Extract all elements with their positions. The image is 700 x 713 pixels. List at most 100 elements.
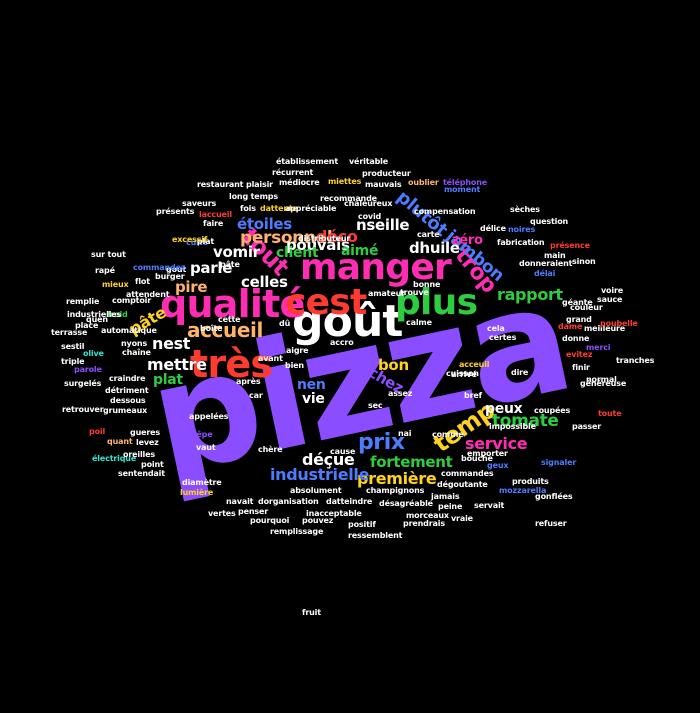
word: gonflées (535, 492, 573, 501)
word: inacceptable (306, 509, 362, 518)
word: délice (480, 224, 506, 233)
word: covid (358, 212, 382, 221)
word: excessif (172, 235, 208, 244)
word: dame (558, 322, 583, 331)
word: sur tout (91, 250, 126, 259)
word: manger (300, 247, 452, 288)
word: froid (107, 310, 128, 319)
word: main (544, 251, 566, 260)
word: absolument (290, 486, 342, 495)
word: nyons (121, 339, 148, 348)
word: nen (297, 377, 326, 393)
word: sinon (572, 257, 596, 266)
word: calme (406, 318, 432, 327)
word: oublier (408, 178, 439, 187)
word: gout (166, 265, 187, 274)
word: poubelle (600, 319, 638, 328)
word: diamètre (182, 478, 222, 487)
word: généreuse (580, 379, 627, 388)
word: grand (566, 315, 592, 324)
word: aimé (341, 243, 379, 259)
word: retrouver (62, 405, 104, 414)
word: pire (175, 278, 208, 296)
word: chaîne (122, 348, 151, 357)
word: geux (487, 461, 509, 470)
word: sec (368, 401, 383, 410)
word: étoiles (237, 215, 292, 233)
word: dorganisation (258, 497, 319, 506)
word: poil (89, 427, 106, 436)
word: certes (489, 333, 517, 342)
word: emporter (467, 449, 508, 458)
word: positif (348, 520, 376, 529)
word: surgelés (64, 379, 102, 388)
word: cuite (186, 238, 208, 247)
word: vraie (451, 514, 473, 523)
word: nseille (356, 216, 410, 234)
word: pouvez (302, 516, 334, 525)
word: refuser (535, 519, 567, 528)
word: pâte (220, 260, 240, 269)
word: quen (86, 315, 108, 324)
word: rapé (95, 266, 115, 275)
word: carte (417, 230, 440, 239)
word: mieux (102, 280, 129, 289)
word: fabrication (497, 238, 545, 247)
word: prix (358, 430, 405, 455)
word: oreilles (123, 450, 156, 459)
word: passer (572, 422, 602, 431)
word: amateur (368, 289, 405, 298)
word: bon (378, 356, 409, 374)
word: boîte (200, 324, 223, 333)
word: cause (330, 447, 356, 456)
word: celles (241, 273, 288, 291)
word: olive (83, 349, 104, 358)
word: normal (586, 375, 617, 384)
word: sentendait (118, 469, 165, 478)
word: bonne (413, 280, 441, 289)
word: dire (511, 368, 529, 377)
word: peux (485, 401, 523, 417)
word: dattente (260, 204, 298, 213)
word: acceuil (459, 360, 490, 369)
word: comme (432, 430, 464, 439)
word: comptoir (112, 296, 152, 305)
word: présence (550, 241, 590, 250)
word: véritable (349, 157, 389, 166)
word: personnel (240, 228, 333, 248)
word: mettre (147, 355, 207, 374)
word: restaurant (197, 180, 244, 189)
word: vomir (213, 243, 260, 261)
word: déco (316, 227, 358, 246)
word: sèches (510, 205, 540, 214)
word: chaleureux (344, 199, 393, 208)
word: gueres (130, 428, 161, 437)
word: industrielle (270, 465, 370, 484)
word: grumeaux (103, 406, 148, 415)
word: flot (135, 277, 150, 286)
word: assez (388, 389, 413, 398)
word: dhuile (409, 239, 460, 257)
word: datteindre (326, 497, 373, 506)
word: evitez (566, 350, 593, 359)
word: donne (562, 334, 590, 343)
word: finir (572, 363, 590, 372)
word: détriment (105, 386, 149, 395)
word: plat (153, 372, 183, 388)
word: nai (398, 429, 412, 438)
word: car (249, 391, 263, 400)
word: nest (152, 334, 191, 353)
word: tranches (616, 356, 655, 365)
word: impossible (489, 422, 536, 431)
word: sestil (61, 342, 85, 351)
word: plat (197, 237, 215, 246)
word: délai (534, 269, 556, 278)
word: terrasse (51, 328, 88, 337)
word: question (530, 217, 569, 226)
word: arrivé (451, 370, 477, 379)
word: médiocre (279, 178, 320, 187)
word: tomate (492, 411, 559, 431)
word: recommande (320, 194, 377, 203)
word: établissement (276, 157, 339, 166)
